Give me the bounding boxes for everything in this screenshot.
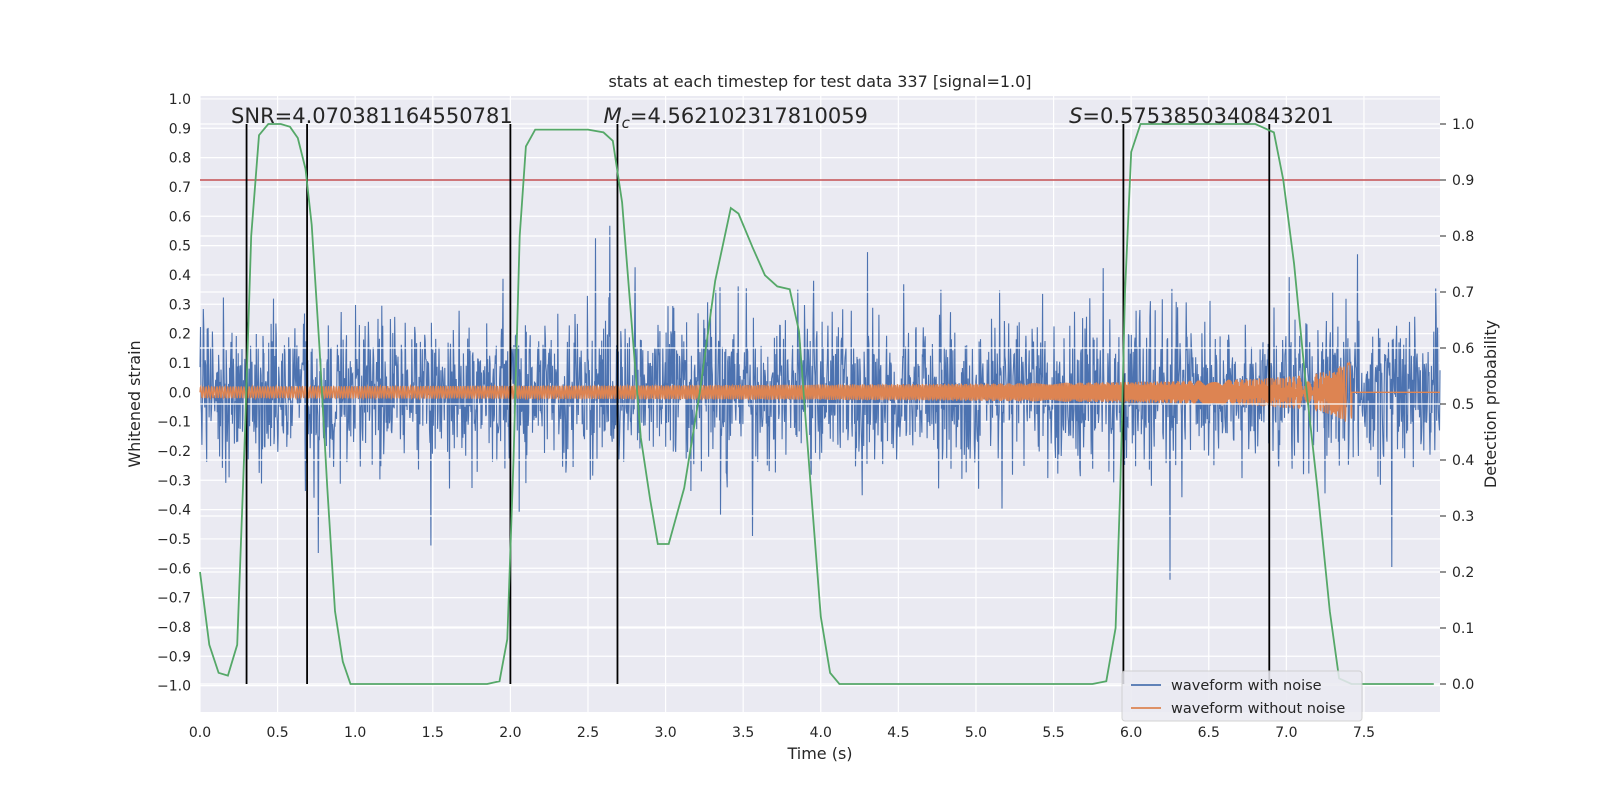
- y2-tick-label: 0.5: [1452, 397, 1474, 413]
- y-tick-label: −0.6: [157, 561, 191, 577]
- y2-tick-label: 0.8: [1452, 229, 1474, 245]
- legend: waveform with noise waveform without nois…: [1121, 670, 1363, 722]
- y-tick-label: −0.9: [157, 649, 191, 665]
- y2-tick-label: 0.7: [1452, 285, 1474, 301]
- x-tick-label: 1.0: [344, 725, 366, 741]
- y-axis-label: Whitened strain: [125, 340, 144, 467]
- x-tick-label: 0.5: [266, 725, 288, 741]
- y-tick-label: 0.3: [169, 297, 191, 313]
- y-tick-label: −0.3: [157, 473, 191, 489]
- y-tick-label: −0.2: [157, 444, 191, 460]
- y2-tick-label: 0.0: [1452, 677, 1474, 693]
- x-tick-label: 6.5: [1198, 725, 1220, 741]
- x-tick-label: 5.0: [965, 725, 987, 741]
- x-axis-label: Time (s): [786, 744, 852, 763]
- y2-tick-label: 0.4: [1452, 453, 1474, 469]
- legend-box: [1121, 670, 1363, 722]
- y-tick-label: 0.4: [169, 268, 191, 284]
- y-tick-label: 0.2: [169, 327, 191, 343]
- y2-tick-label: 1.0: [1452, 117, 1474, 133]
- y-tick-label: −0.5: [157, 532, 191, 548]
- x-tick-label: 2.5: [577, 725, 599, 741]
- y-tick-label: −0.8: [157, 620, 191, 636]
- x-tick-label: 7.5: [1353, 725, 1375, 741]
- chart-title: stats at each timestep for test data 337…: [608, 72, 1031, 91]
- y-tick-label: 0.7: [169, 180, 191, 196]
- annotation-s: S=0.5753850340843201: [1069, 104, 1334, 128]
- series-waveform-with-noise: [199, 225, 1441, 580]
- x-tick-label: 4.0: [810, 725, 832, 741]
- y-tick-label: −1.0: [157, 679, 191, 695]
- y-tick-label: 0.8: [169, 151, 191, 167]
- y-tick-label: −0.1: [157, 415, 191, 431]
- y-tick-label: 0.6: [169, 209, 191, 225]
- y-tick-label: 1.0: [169, 92, 191, 108]
- x-tick-label: 4.5: [887, 725, 909, 741]
- y2-tick-label: 0.3: [1452, 509, 1474, 525]
- legend-label: waveform without noise: [1171, 701, 1345, 717]
- x-tick-label: 3.0: [654, 725, 676, 741]
- y-tick-label: −0.7: [157, 591, 191, 607]
- y2-tick-label: 0.1: [1452, 621, 1474, 637]
- y-tick-label: 0.9: [169, 121, 191, 137]
- legend-label: waveform with noise: [1171, 678, 1322, 694]
- x-tick-label: 0.0: [189, 725, 211, 741]
- x-tick-label: 5.5: [1042, 725, 1064, 741]
- x-tick-label: 7.0: [1275, 725, 1297, 741]
- y2-axis-label: Detection probability: [1481, 320, 1500, 488]
- series-detection-probability: [199, 123, 1434, 685]
- y2-tick-label: 0.9: [1452, 173, 1474, 189]
- y-tick-label: 0.0: [169, 385, 191, 401]
- y-tick-label: 0.5: [169, 239, 191, 255]
- grid-right: [200, 123, 1440, 685]
- y-tick-label: −0.4: [157, 503, 191, 519]
- y2-tick-label: 0.2: [1452, 565, 1474, 581]
- y-tick-label: 0.1: [169, 356, 191, 372]
- annotation-chirp-mass: Mc=4.562102317810059: [604, 104, 868, 132]
- x-tick-label: 6.0: [1120, 725, 1142, 741]
- y2-tick-label: 0.6: [1452, 341, 1474, 357]
- x-tick-label: 1.5: [422, 725, 444, 741]
- x-tick-label: 2.0: [499, 725, 521, 741]
- annotation-snr: SNR=4.070381164550781: [231, 104, 513, 128]
- x-tick-label: 3.5: [732, 725, 754, 741]
- series-waveform-without-noise: [199, 361, 1440, 422]
